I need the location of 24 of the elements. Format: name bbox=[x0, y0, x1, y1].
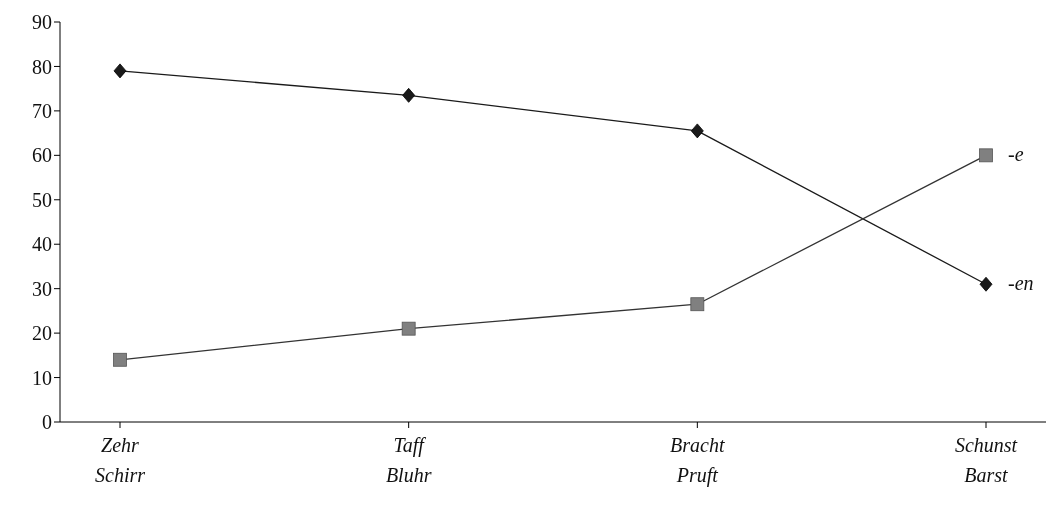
point bbox=[690, 123, 704, 139]
point bbox=[979, 276, 993, 292]
point bbox=[690, 297, 705, 312]
point bbox=[401, 321, 416, 336]
y-tick-label: 70 bbox=[32, 99, 52, 122]
y-tick-label: 30 bbox=[32, 277, 52, 300]
y-tick-label: 20 bbox=[32, 322, 52, 345]
series-label: -en bbox=[1008, 272, 1034, 295]
x-tick-label: Schunst Barst bbox=[954, 434, 1018, 486]
y-tick-label: 60 bbox=[32, 144, 52, 167]
point bbox=[113, 352, 127, 367]
y-tick-label: 0 bbox=[42, 411, 52, 434]
point bbox=[402, 87, 416, 103]
point bbox=[113, 63, 127, 79]
y-tick-label: 80 bbox=[32, 55, 52, 78]
point bbox=[979, 148, 993, 163]
x-tick-label: Taff Bluhr bbox=[385, 434, 432, 486]
series-label: -e bbox=[1008, 143, 1024, 166]
y-tick-label: 40 bbox=[32, 233, 52, 256]
x-tick-label: Zehr Schirr bbox=[95, 434, 146, 486]
x-tick-label: Bracht Pruft bbox=[670, 434, 725, 487]
y-tick-label: 50 bbox=[32, 188, 52, 211]
y-tick-label: 90 bbox=[32, 11, 52, 34]
y-tick-label: 10 bbox=[32, 366, 52, 389]
